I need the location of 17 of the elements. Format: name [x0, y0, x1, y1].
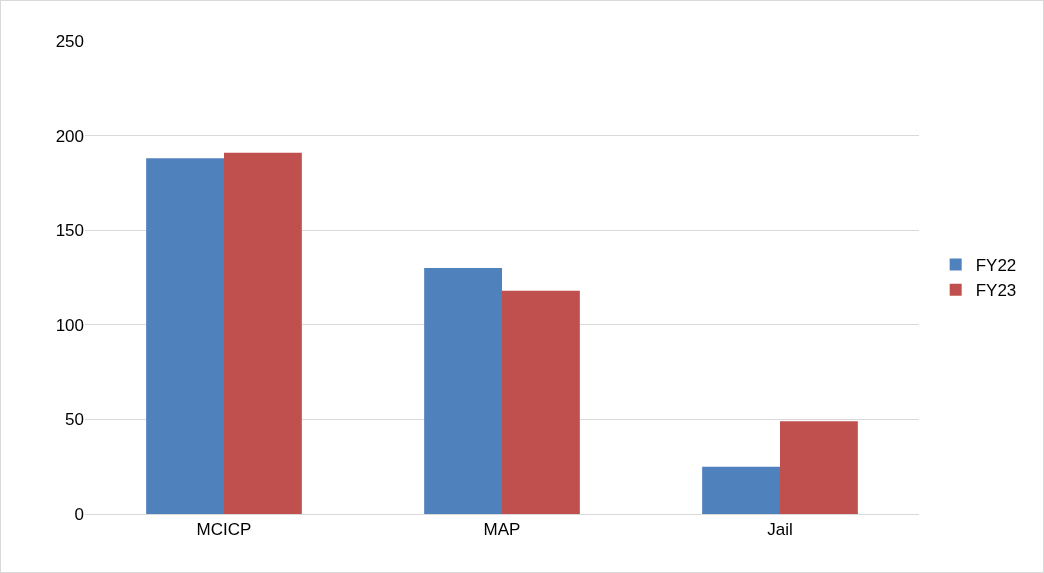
- x-tick-label: MAP: [483, 520, 521, 540]
- bar: [424, 268, 502, 514]
- y-tick-label: 250: [55, 31, 84, 51]
- bar: [702, 466, 780, 514]
- y-tick-label: 200: [55, 126, 84, 146]
- x-tick-label: MCICP: [196, 520, 252, 540]
- y-tick-label: 150: [55, 221, 84, 241]
- legend-label: FY23: [975, 281, 1017, 301]
- x-tick-label: Jail: [767, 520, 793, 540]
- y-tick-label: 50: [65, 410, 84, 430]
- legend-label: FY22: [975, 256, 1017, 276]
- y-tick-label: 0: [74, 504, 84, 524]
- bar: [146, 158, 224, 514]
- y-tick-label: 100: [55, 315, 84, 335]
- bar: [224, 152, 302, 514]
- bar: [502, 290, 580, 514]
- bar: [780, 421, 858, 514]
